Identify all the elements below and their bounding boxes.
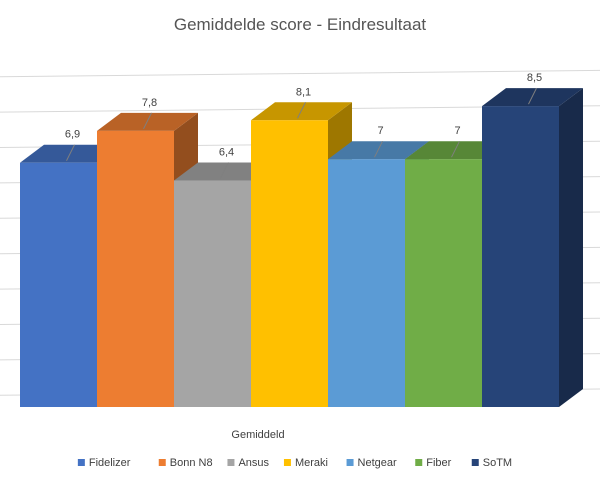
legend-label: Meraki: [295, 457, 328, 469]
data-label: 7: [377, 125, 383, 137]
x-axis-label: Gemiddeld: [231, 429, 284, 441]
data-label: 7,8: [142, 97, 157, 109]
data-label-leader: [66, 144, 75, 161]
data-label-leader: [143, 112, 152, 130]
legend-label: Fiber: [426, 457, 451, 469]
bar-front-face: [20, 162, 97, 407]
legend-swatch: [227, 459, 235, 466]
legend-swatch: [77, 459, 85, 466]
data-label: 7: [454, 125, 460, 137]
legend-item-sotm: SoTM: [471, 457, 512, 469]
legend-item-fidelizer: Fidelizer: [77, 457, 131, 469]
legend-item-ansus: Ansus: [227, 457, 270, 469]
bar-sotm: 8,5: [482, 72, 583, 407]
data-label: 6,4: [219, 146, 234, 158]
legend-swatch: [471, 459, 479, 466]
data-label-leader: [528, 87, 537, 105]
legend-item-fiber: Fiber: [415, 457, 452, 469]
legend: Fidelizer Bonn N8 Ansus Meraki Netgear Fiber S…: [77, 457, 512, 469]
legend-swatch: [283, 459, 291, 466]
legend-label: Bonn N8: [170, 457, 213, 469]
legend-label: Fidelizer: [89, 457, 131, 469]
legend-label: Ansus: [238, 457, 269, 469]
bar-front-face: [174, 180, 251, 407]
gridline: [0, 69, 600, 78]
bar-front-face: [482, 106, 559, 407]
legend-label: Netgear: [358, 457, 397, 469]
data-label: 8,5: [527, 72, 542, 84]
data-label-leader: [297, 102, 306, 119]
legend-item-bonn-n8: Bonn N8: [158, 457, 213, 469]
bar-side-face: [559, 88, 583, 407]
data-label: 6,9: [65, 129, 80, 141]
data-label-leader: [451, 140, 460, 158]
data-label-leader: [220, 162, 229, 179]
legend-swatch: [346, 459, 354, 466]
chart-title: Gemiddelde score - Eindresultaat: [174, 15, 427, 34]
bar-front-face: [328, 159, 405, 407]
data-label-leader: [374, 140, 383, 158]
bar-front-face: [251, 120, 328, 407]
legend-label: SoTM: [483, 457, 512, 469]
legend-item-meraki: Meraki: [283, 457, 328, 469]
legend-swatch: [158, 459, 166, 466]
data-label: 8,1: [296, 86, 311, 98]
legend-swatch: [415, 459, 423, 466]
legend-item-netgear: Netgear: [346, 457, 397, 469]
bar-front-face: [405, 159, 482, 407]
bars: 6,9 7,8 6,4 8,1 7 7 8,5: [20, 72, 583, 408]
bar-front-face: [97, 130, 174, 407]
